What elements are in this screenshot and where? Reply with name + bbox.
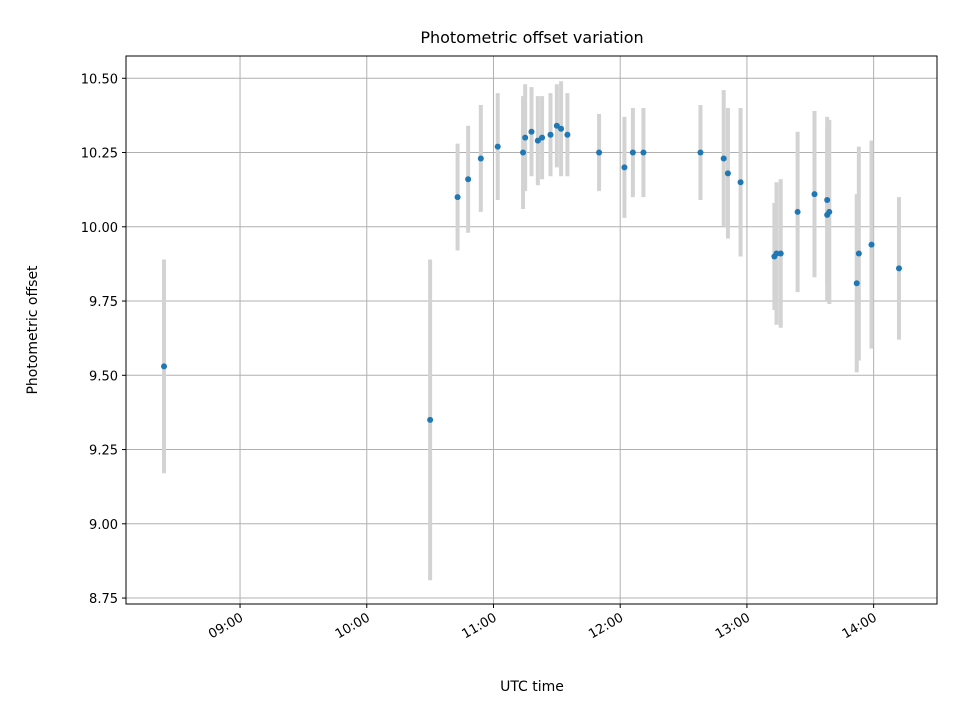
data-point (853, 280, 860, 287)
data-point (720, 155, 727, 162)
data-point (522, 134, 529, 141)
data-point (494, 143, 501, 150)
data-point (520, 149, 527, 156)
data-point (855, 250, 862, 257)
data-point (558, 125, 565, 132)
data-point (161, 363, 168, 370)
grid-lines (126, 56, 937, 604)
data-point (629, 149, 636, 156)
data-point (596, 149, 603, 156)
x-axis-label: UTC time (500, 679, 564, 695)
data-point (777, 250, 784, 257)
data-point (477, 155, 484, 162)
data-point (454, 194, 461, 201)
data-point (811, 191, 818, 198)
y-tick-label: 9.25 (89, 444, 118, 459)
plot-frame (125, 55, 938, 605)
data-point (794, 208, 801, 215)
y-tick-label: 10.00 (81, 221, 118, 236)
data-points (161, 122, 902, 423)
y-axis-label: Photometric offset (25, 265, 41, 395)
data-point (547, 131, 554, 138)
data-point (564, 131, 571, 138)
y-tick-label: 8.75 (89, 592, 118, 607)
data-point (465, 176, 472, 183)
data-point (427, 416, 434, 423)
data-point (621, 164, 628, 171)
y-tick-label: 9.75 (89, 295, 118, 310)
data-point (824, 197, 831, 204)
data-point (539, 134, 546, 141)
data-point (553, 122, 560, 129)
data-point (737, 179, 744, 186)
data-point (868, 241, 875, 248)
data-point (724, 170, 731, 177)
y-tick-label: 10.25 (81, 147, 118, 162)
data-point (528, 128, 535, 135)
y-tick-label: 9.00 (89, 518, 118, 533)
chart-title: Photometric offset variation (420, 28, 643, 47)
data-point (640, 149, 647, 156)
data-point (697, 149, 704, 156)
data-point (773, 250, 780, 257)
data-point (534, 137, 541, 144)
data-point (895, 265, 902, 272)
y-tick-label: 9.50 (89, 369, 118, 384)
y-tick-label: 10.50 (81, 72, 118, 87)
data-point (826, 208, 833, 215)
